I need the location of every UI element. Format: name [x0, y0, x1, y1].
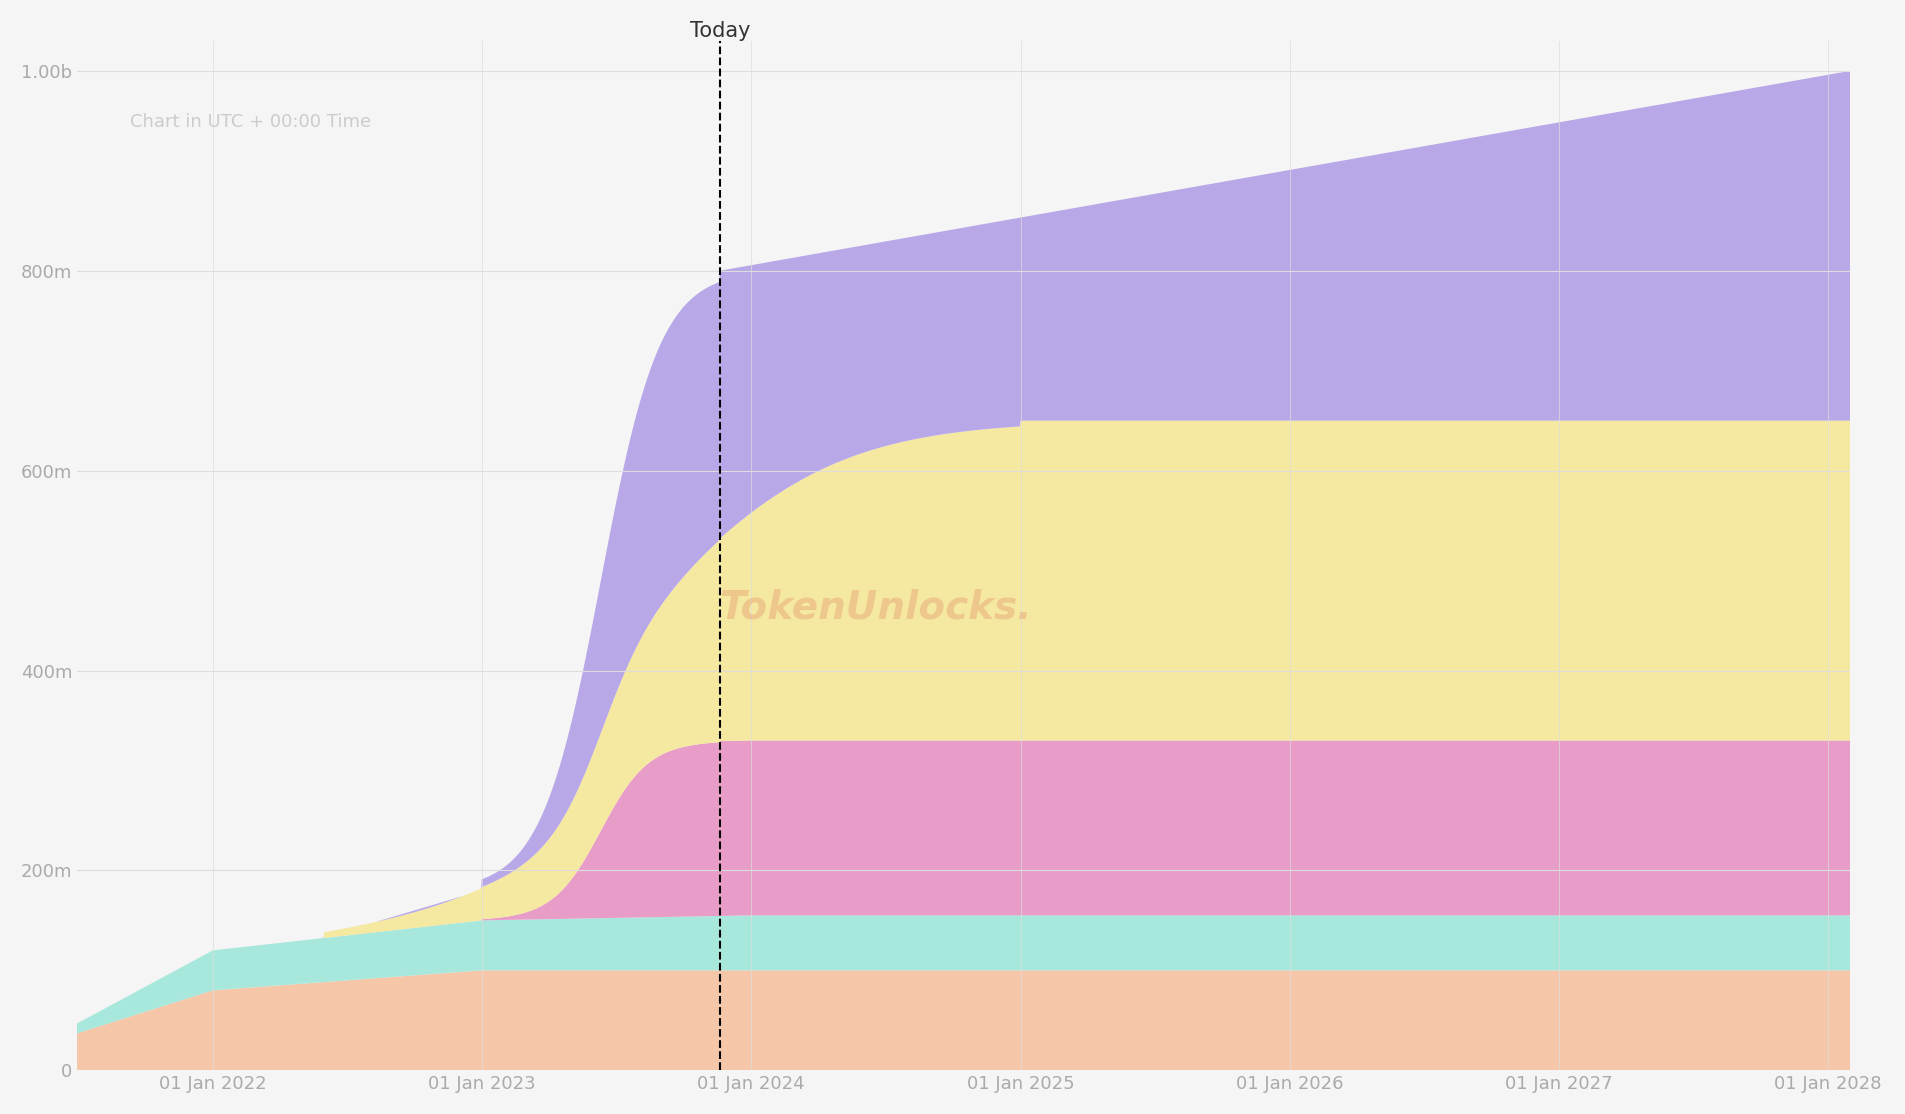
Text: Chart in UTC + 00:00 Time: Chart in UTC + 00:00 Time [130, 113, 371, 131]
Text: TokenUnlocks.: TokenUnlocks. [718, 588, 1031, 626]
Text: Today: Today [690, 21, 751, 41]
